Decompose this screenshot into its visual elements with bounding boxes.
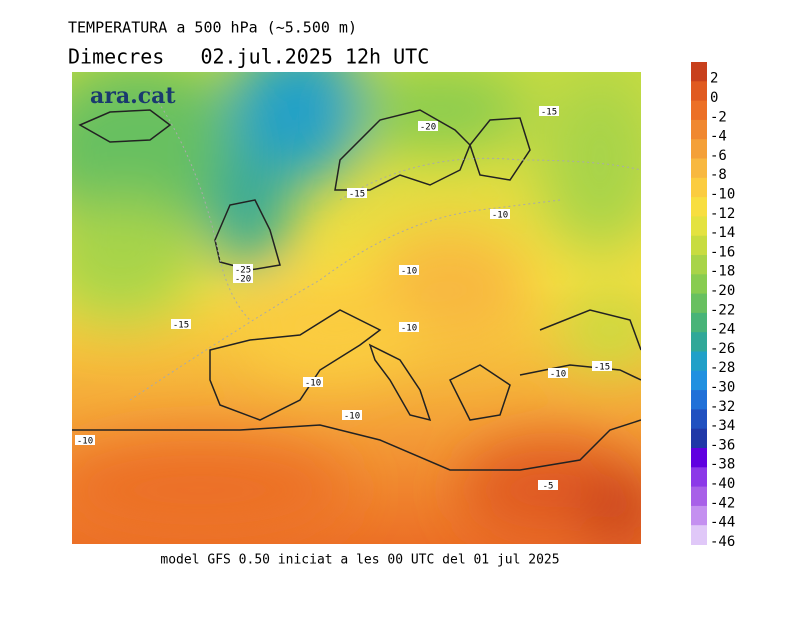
legend-swatch: [691, 293, 707, 314]
legend-swatch: [691, 81, 707, 102]
legend-label: -46: [710, 534, 735, 550]
contour-label: -10: [401, 324, 417, 334]
legend-label: -8: [710, 167, 727, 183]
legend-swatch: [691, 177, 707, 198]
contour-label-box: [233, 273, 253, 283]
legend-swatch: [691, 235, 707, 256]
contour-label: -10: [305, 379, 321, 389]
legend-swatch: [691, 370, 707, 391]
legend-swatch: [691, 448, 707, 468]
contour-label-box: [539, 106, 559, 116]
contour-label: -20: [420, 123, 436, 133]
legend-swatch: [691, 274, 707, 295]
legend-label: -34: [710, 418, 735, 434]
legend-label: -36: [710, 437, 735, 453]
map: [72, 72, 641, 544]
legend-label: -4: [710, 129, 727, 145]
contour-label: -10: [344, 412, 360, 422]
legend-label: -2: [710, 109, 727, 125]
contour-label-box: [592, 361, 612, 371]
contour-label-box: [342, 410, 362, 420]
contour-label: -10: [550, 370, 566, 380]
legend-label: -10: [710, 186, 735, 202]
contour-label-box: [548, 368, 568, 378]
legend-swatch: [691, 486, 707, 507]
logo: ara.cat: [90, 83, 176, 109]
contour-label-box: [75, 435, 95, 445]
legend-swatch: [691, 467, 707, 488]
contour-label-box: [171, 319, 191, 329]
legend-label: -30: [710, 379, 735, 395]
legend-label: -26: [710, 341, 735, 357]
subtitle: Dimecres 02.jul.2025 12h UTC: [68, 45, 429, 69]
legend-label: -28: [710, 360, 735, 376]
contour-label: -10: [401, 267, 417, 277]
legend-swatch: [691, 139, 707, 159]
legend-swatch: [691, 428, 707, 449]
legend-label: -16: [710, 244, 735, 260]
legend-swatch: [691, 119, 707, 140]
contour-label-box: [418, 121, 438, 131]
contour-label: -15: [594, 363, 610, 373]
contour-label: -15: [541, 108, 557, 118]
contour-label: -20: [235, 275, 251, 285]
legend-swatch: [691, 390, 707, 410]
legend-label: -40: [710, 476, 735, 492]
legend-swatch: [691, 158, 707, 179]
contour-label-box: [490, 209, 510, 219]
legend-label: 0: [710, 90, 718, 106]
legend-label: -44: [710, 515, 735, 531]
legend-swatch: [691, 197, 707, 217]
legend-label: -22: [710, 302, 735, 318]
legend-label: -32: [710, 399, 735, 415]
contour-label-box: [399, 265, 419, 275]
contour-label: -15: [173, 321, 189, 331]
legend-swatch: [691, 62, 707, 82]
contour-label-box: [538, 480, 558, 490]
contour-label-box: [399, 322, 419, 332]
legend-swatch: [691, 505, 707, 526]
legend-label: -12: [710, 206, 735, 222]
footer: model GFS 0.50 iniciat a les 00 UTC del …: [160, 553, 559, 568]
contour-label: -10: [492, 211, 508, 221]
legend-swatch: [691, 255, 707, 275]
legend-swatch: [691, 332, 707, 352]
legend-label: -24: [710, 322, 735, 338]
legend-label: -42: [710, 495, 735, 511]
contour-label-box: [347, 188, 367, 198]
contour-label: -25: [235, 266, 251, 276]
legend-label: -14: [710, 225, 735, 241]
legend-label: -38: [710, 457, 735, 473]
legend-label: 2: [710, 71, 718, 87]
legend-label: -6: [710, 148, 727, 164]
title: TEMPERATURA a 500 hPa (~5.500 m): [68, 19, 357, 37]
legend-swatch: [691, 100, 707, 121]
contour-label: -15: [349, 190, 365, 200]
legend-label: -18: [710, 264, 735, 280]
contour-label-box: [233, 264, 253, 274]
legend-swatch: [691, 216, 707, 237]
legend-swatch: [691, 525, 707, 545]
legend-label: -20: [710, 283, 735, 299]
contour-label: -5: [543, 482, 554, 492]
legend-swatch: [691, 409, 707, 430]
legend-swatch: [691, 351, 707, 372]
contour-label: -10: [77, 437, 93, 447]
contour-label-box: [303, 377, 323, 387]
legend-swatch: [691, 312, 707, 333]
